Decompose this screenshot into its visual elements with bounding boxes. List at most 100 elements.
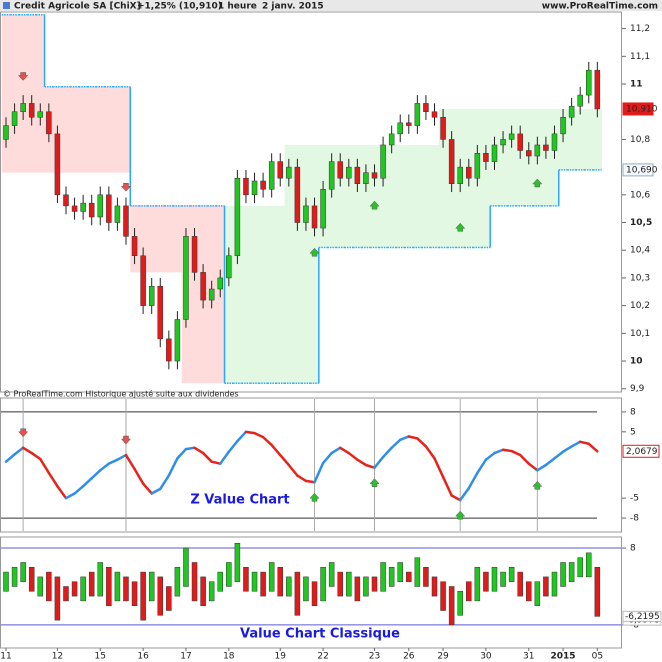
value-bar (483, 571, 489, 592)
z-segment (484, 451, 496, 461)
z-segment (424, 445, 436, 460)
value-bar (260, 571, 266, 597)
candle-body (80, 202, 86, 212)
value-bar (371, 576, 378, 592)
z-segment (270, 443, 282, 457)
value-bar (114, 571, 121, 602)
candle-body (491, 144, 498, 162)
signal-zone (301, 144, 311, 384)
x-tick-label: 18 (223, 652, 235, 662)
candle-body (508, 133, 515, 140)
sell-arrow (120, 435, 132, 445)
candle-body (294, 166, 301, 223)
value-bar (560, 562, 566, 587)
z-segment (304, 479, 316, 484)
value-bar (577, 557, 583, 578)
y-tick-label: 9,9 (630, 384, 645, 394)
signal-zone (498, 108, 508, 206)
value-bar (208, 581, 215, 602)
z-segment (253, 431, 265, 439)
signal-zone (155, 205, 165, 273)
value-tag (622, 610, 662, 622)
y-tick-label: 11,2 (630, 24, 650, 34)
signal-zone (378, 144, 388, 248)
buy-arrow (309, 247, 320, 257)
candle-body (586, 69, 592, 96)
candle-body (551, 133, 558, 151)
z-segment (193, 446, 205, 455)
z-segment (364, 463, 376, 469)
signal-zone (335, 144, 345, 248)
value-bar (311, 581, 318, 606)
z-segment (210, 460, 222, 465)
signal-zone (567, 108, 577, 170)
candle-body (37, 111, 44, 118)
signal-zone (138, 205, 148, 273)
value-bar (3, 571, 9, 592)
signal-zone (113, 86, 123, 173)
value-bar (148, 571, 155, 602)
signal-zone (224, 205, 234, 384)
candle-body (483, 153, 489, 162)
z-segment (398, 435, 411, 442)
y-tick-label: 10,2 (630, 301, 650, 311)
sell-arrow (120, 183, 132, 192)
value-bar (277, 567, 283, 597)
value-bar (11, 567, 18, 587)
candle-body (157, 285, 164, 340)
x-tick-label: 15 (95, 652, 106, 662)
value-bar (337, 571, 343, 597)
x-tick-label: 19 (275, 652, 287, 662)
y-tick-label: 8 (630, 544, 636, 554)
signal-zone (344, 144, 354, 248)
value-bar (508, 567, 515, 582)
sell-arrow (18, 428, 29, 438)
value-bar (251, 571, 258, 592)
candle-body (28, 103, 35, 118)
z-segment (64, 492, 76, 500)
y-tick-label: -5 (630, 494, 639, 504)
y-tick-label: 10,5 (630, 218, 652, 228)
y-tick-label: 10,3 (630, 273, 650, 283)
candle-body (560, 117, 566, 135)
signal-zone (190, 205, 200, 384)
z-segment (201, 451, 213, 463)
z-segment (587, 442, 599, 453)
value-bar (63, 586, 69, 602)
candle-body (114, 205, 121, 223)
candle-body (388, 133, 395, 146)
z-segment (553, 450, 565, 460)
signal-zone (267, 205, 277, 384)
x-tick-label: 05 (592, 652, 603, 662)
value-bar (526, 581, 532, 602)
signal-zone (404, 144, 414, 248)
signal-zone (258, 205, 268, 384)
signal-zone (164, 205, 174, 273)
signal-zone (121, 86, 131, 173)
buy-arrow (455, 222, 466, 232)
candle-body (140, 255, 146, 306)
z-segment (244, 430, 256, 435)
z-panel (0, 397, 622, 533)
signal-zone (35, 14, 45, 173)
signal-zone (584, 108, 594, 170)
signal-zone (310, 144, 320, 384)
signal-zone (18, 14, 28, 173)
signal-zone (147, 205, 157, 273)
candle-body (200, 272, 206, 301)
signal-zone (70, 86, 80, 173)
y-tick-label: 10,1 (630, 329, 650, 339)
candle-body (320, 189, 326, 229)
candle-body (303, 205, 309, 223)
candle-body (397, 122, 403, 135)
value-bar (397, 562, 403, 582)
signal-zone (421, 144, 431, 248)
signal-zone (593, 108, 603, 170)
signal-zone (353, 144, 363, 248)
z-segment (441, 475, 453, 497)
candle-body (123, 205, 129, 237)
value-bar (46, 571, 52, 602)
candle-body (466, 166, 472, 179)
candle-body (131, 236, 138, 257)
chart-note: © ProRealTime.com Historique ajusté suit… (3, 389, 239, 399)
